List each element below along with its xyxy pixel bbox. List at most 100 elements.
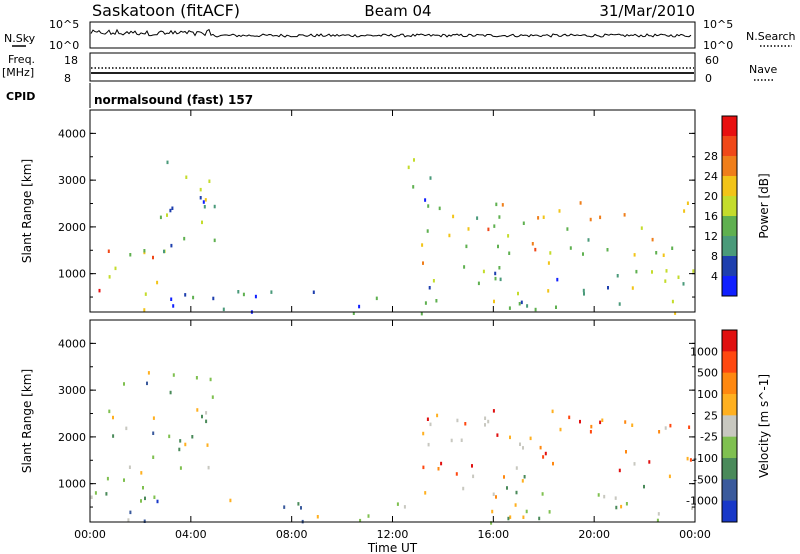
nsky-tick-high: 10^5 — [49, 18, 79, 31]
data-cell — [559, 427, 562, 432]
data-cell — [583, 292, 585, 296]
data-cell — [203, 205, 206, 209]
data-cell — [422, 261, 424, 265]
data-cell — [484, 423, 486, 427]
data-cell — [692, 269, 695, 273]
data-cell — [582, 288, 585, 293]
nsky-panel-frame — [89, 21, 696, 49]
data-cell — [90, 495, 93, 499]
data-cell — [143, 519, 146, 523]
data-cell — [606, 248, 609, 252]
data-cell — [517, 291, 519, 296]
data-cell — [201, 414, 203, 419]
data-cell — [211, 395, 214, 399]
data-cell — [542, 215, 545, 219]
data-cell — [170, 243, 173, 248]
data-cell — [538, 516, 541, 521]
data-cell — [424, 301, 427, 305]
data-cell — [106, 476, 109, 481]
data-cell — [396, 502, 399, 506]
x-tick-label: 12:00 — [377, 528, 409, 541]
data-cell — [508, 251, 511, 255]
data-cell — [156, 280, 159, 285]
data-cell — [534, 307, 537, 312]
colorbar-swatch — [722, 372, 737, 395]
data-cell — [657, 512, 660, 516]
data-cell — [497, 244, 499, 249]
data-cell — [435, 299, 438, 303]
data-cell — [456, 418, 459, 423]
y-tick-label: 2000 — [58, 431, 86, 444]
freq-tick-low: 8 — [64, 72, 71, 85]
data-cell — [555, 305, 557, 309]
data-cell — [450, 438, 453, 443]
data-cell — [192, 295, 195, 300]
data-cell — [172, 304, 175, 308]
data-cell — [168, 434, 171, 439]
data-cell — [166, 160, 169, 165]
data-cell — [568, 415, 571, 420]
data-cell — [668, 474, 671, 479]
data-cell — [624, 420, 627, 424]
y-axis-label: Slant Range [km] — [20, 369, 34, 473]
data-cell — [191, 435, 194, 439]
colorbar-swatch — [722, 216, 737, 237]
data-cell — [556, 277, 559, 282]
data-cell — [237, 290, 240, 294]
colorbar-swatch — [722, 500, 737, 523]
station-title: Saskatoon (fitACF) — [92, 1, 240, 20]
data-cell — [677, 275, 680, 279]
nsky-tick-low: 10^0 — [49, 39, 79, 52]
data-cell — [495, 495, 497, 499]
data-cell — [614, 496, 617, 500]
colorbar-swatch — [722, 394, 737, 416]
data-cell — [195, 376, 198, 380]
data-cell — [464, 422, 467, 426]
data-cell — [509, 515, 512, 519]
data-cell — [631, 423, 634, 427]
data-cell — [515, 466, 518, 470]
data-cell — [127, 518, 130, 522]
data-cell — [691, 506, 694, 510]
panel-frame — [89, 319, 696, 523]
data-cell — [476, 216, 479, 220]
data-cell — [506, 486, 508, 490]
data-cell — [206, 443, 209, 447]
data-cell — [688, 425, 691, 429]
data-cell — [544, 451, 547, 456]
data-cell — [156, 499, 159, 504]
data-cell — [603, 494, 606, 499]
data-cell — [616, 274, 619, 278]
data-cell — [472, 474, 475, 479]
data-cell — [283, 505, 286, 509]
data-cell — [503, 475, 505, 479]
data-cell — [201, 220, 203, 225]
data-cell — [422, 465, 425, 470]
nsky-label: N.Sky — [4, 32, 36, 45]
data-cell — [300, 506, 302, 510]
data-cell — [204, 198, 207, 202]
data-cell — [427, 442, 430, 447]
data-cell — [407, 165, 410, 170]
data-cell — [438, 206, 441, 211]
data-cell — [159, 215, 162, 220]
data-cell — [651, 270, 653, 274]
data-cell — [123, 478, 125, 482]
data-cell — [208, 179, 211, 183]
data-cell — [172, 373, 175, 377]
data-cell — [569, 246, 572, 250]
data-cell — [242, 292, 245, 297]
data-cell — [163, 249, 165, 254]
data-cell — [539, 445, 542, 450]
data-cell — [547, 261, 550, 265]
colorbar-tick-label: 8 — [711, 250, 718, 263]
data-cell — [436, 413, 439, 418]
data-cell — [297, 502, 300, 506]
data-cell — [420, 311, 423, 316]
data-cell — [601, 418, 604, 422]
colorbar-tick-label: -500 — [693, 473, 718, 486]
data-cell — [185, 175, 188, 179]
data-cell — [590, 424, 593, 429]
colorbar-label: Power [dB] — [757, 173, 771, 238]
data-cell — [665, 269, 668, 273]
